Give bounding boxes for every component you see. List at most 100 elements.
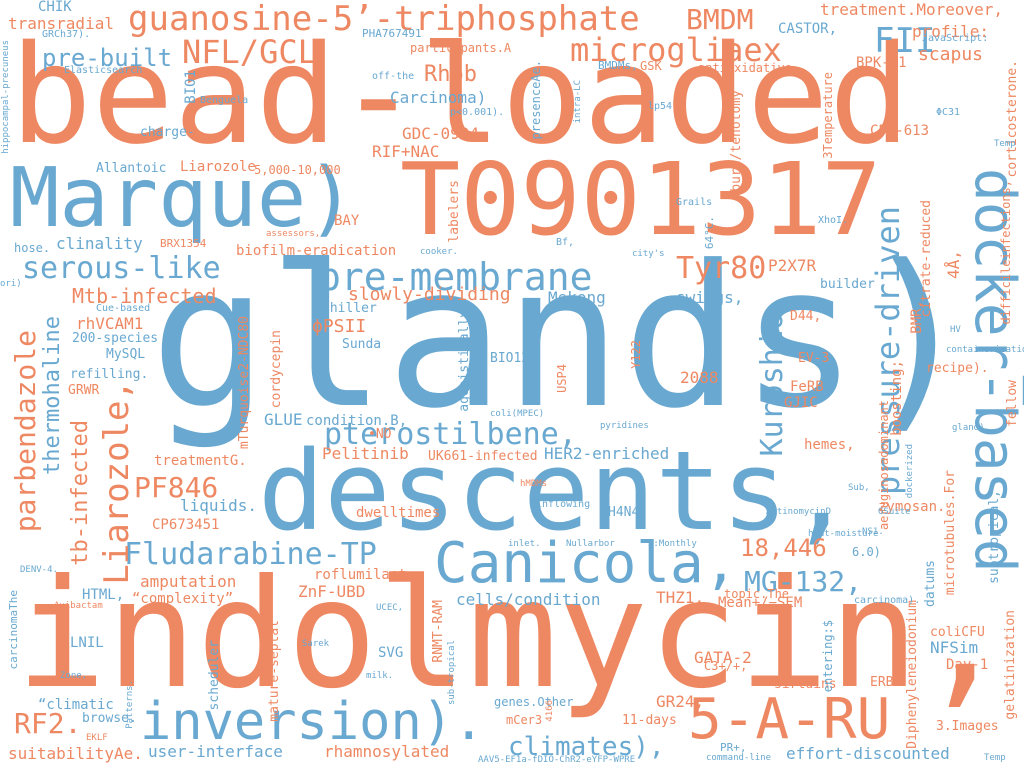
word-liarozole-small: Liarozole — [180, 159, 256, 175]
word-cordycepin: cordycepin — [269, 330, 284, 409]
word-off-the: off-the — [372, 71, 415, 82]
word-pr-plus: PR+, — [720, 741, 747, 754]
word-agonistically: agonistically — [457, 310, 472, 412]
word-p-value: p<0.001). — [450, 107, 505, 118]
word-roflumilast: roflumilast, — [314, 567, 416, 583]
word-pre-membrane: pre-membrane — [318, 255, 593, 299]
word-kuroshio: Kuroshio — [755, 312, 790, 457]
word-recipe: recipe). — [926, 361, 989, 376]
word-docker-based: docker-based — [962, 168, 1024, 573]
word-nfl-gcl: NFL/GCL — [182, 33, 317, 71]
word-fludarabine: Fludarabine-TP — [124, 537, 377, 572]
word-coli-mpec: coli(MPEC) — [490, 409, 545, 419]
word-tyr80: Tyr80 — [676, 251, 767, 286]
word-mcer3: mCer3 — [506, 713, 543, 727]
word-dockerized: dockerized — [905, 444, 915, 499]
word-labelers: labelers — [447, 180, 462, 243]
word-phi-psii: ϕPSII — [312, 316, 367, 337]
word-mg132: MG-132, — [744, 565, 863, 598]
word-rhvcam1: rhVCAM1 — [76, 314, 144, 333]
word-pelitinib: Pelitinib — [322, 444, 409, 463]
word-glue: GLUE — [264, 410, 303, 429]
word-participants-a: participants.A — [410, 41, 512, 55]
word-three-monthly: 3:Monthly — [648, 539, 697, 549]
word-chik: CHIK — [38, 0, 72, 15]
word-microtubules: microtubules.For — [943, 470, 958, 596]
word-thz1: THZ1, — [656, 588, 705, 607]
word-gdc0994: GDC-0994 — [402, 124, 480, 143]
word-hose: hose. — [14, 241, 51, 255]
word-ori: ori) — [0, 279, 22, 289]
word-subtropical: subtropical, — [987, 490, 1002, 584]
word-xhoi: XhoI. — [818, 215, 849, 226]
word-effort-discounted: effort-discounted — [786, 744, 950, 763]
word-allantoic: Allantoic — [96, 161, 167, 176]
word-fii: FII — [874, 21, 936, 61]
word-complexity: “complexity” — [132, 591, 234, 607]
word-ev3: EV-3 — [798, 351, 830, 366]
word-elasticsearch: Elasticsearch — [64, 65, 143, 76]
word-3-images: 3.Images — [936, 719, 999, 734]
word-rhamnosylated: rhamnosylated — [324, 742, 450, 761]
word-pha767491: PHA767491 — [362, 27, 422, 40]
word-denv4: DENV-4. — [20, 565, 58, 575]
word-d44: D44, — [790, 309, 822, 324]
word-mean-sem: Mean+/−SEM — [718, 595, 803, 611]
word-t0901317: T0901317 — [400, 141, 882, 258]
word-clinality: clinality — [56, 234, 143, 253]
word-pterostilbene: pterostilbene, — [324, 417, 577, 452]
word-pre-built: pre-built — [42, 44, 173, 72]
word-4a: 4Å, — [944, 250, 963, 279]
word-suitability: suitabilityAe. — [8, 744, 143, 763]
word-diphenyleneiodonium: Diphenyleneiodonium — [905, 600, 920, 749]
word-uk661: UK661-infected — [428, 449, 538, 464]
word-genes-other: genes.Other — [494, 695, 574, 709]
word-day1: Day-1 — [946, 657, 989, 673]
word-phi-c31: ΦC31 — [936, 107, 961, 118]
word-cooker: cooker. — [420, 247, 458, 257]
word-aav5: AAV5-EF1a-fDIO-ChR2-eYFP-WPRE — [478, 755, 636, 765]
word-profile: profile: — [912, 22, 990, 41]
word-nfsim: NFSim — [930, 638, 979, 657]
word-descents: descents, — [258, 427, 855, 555]
word-carcinoma-the: carcinomaThe — [7, 590, 20, 670]
word-liarozole-big: Liarozole, — [97, 380, 137, 585]
word-refilling: refilling. — [70, 367, 149, 382]
word-microgliaex: microgliaex — [570, 31, 782, 69]
word-sarek: Sarek — [302, 639, 330, 649]
word-grch37: GRCh37). — [42, 29, 91, 40]
word-datums: datums — [923, 560, 938, 607]
word-sunda: Sunda — [342, 337, 382, 352]
word-difficileinfections: difficileinfections, — [999, 180, 1013, 325]
word-dwelltimes: dwelltimes — [356, 505, 441, 521]
word-carcinoma-dot: carcinoma). — [854, 595, 921, 606]
word-scapus: scapus — [918, 44, 984, 65]
word-charge: charge- — [140, 125, 195, 140]
word-rif-nac: RIF+NAC — [372, 142, 440, 161]
word-200-species: 200-species — [72, 331, 159, 346]
word-gata2: GATA-2 — [694, 648, 752, 667]
word-gelatinization: gelatinization — [1003, 610, 1018, 720]
word-5-a-ru: 5-A-RU — [688, 687, 891, 752]
word-liquids: liquids. — [180, 496, 258, 515]
word-climatic: “climatic — [38, 697, 114, 713]
word-nullarbor: Nullarbor — [566, 539, 615, 549]
word-hv: HV — [950, 325, 961, 335]
word-pyridines: pyridines — [600, 421, 649, 431]
word-serous-like: serous-like — [22, 251, 221, 286]
word-mature-septal: mature-septal — [267, 620, 282, 722]
word-entering: entering:$ — [821, 620, 835, 693]
word-corticosterone: corticosterone. — [1005, 60, 1020, 178]
word-y122: Y122 — [629, 340, 643, 369]
word-mekong: Mekong — [548, 288, 606, 307]
word-bmr: BMR, — [909, 300, 925, 334]
word-presence-ae: presenceAe. — [529, 60, 543, 140]
word-zone: Zone, — [60, 671, 88, 681]
word-biofilm: biofilm-eradication — [236, 243, 397, 259]
word-assessors: assessors, — [266, 229, 321, 239]
word-p2x7r: P2X7R — [768, 256, 817, 275]
word-cells-condition: cells/condition — [456, 590, 601, 609]
word-ns1: NS1. — [862, 527, 884, 537]
word-html: HTML, — [82, 587, 125, 603]
word-brx1354: BRX1354 — [160, 237, 207, 250]
